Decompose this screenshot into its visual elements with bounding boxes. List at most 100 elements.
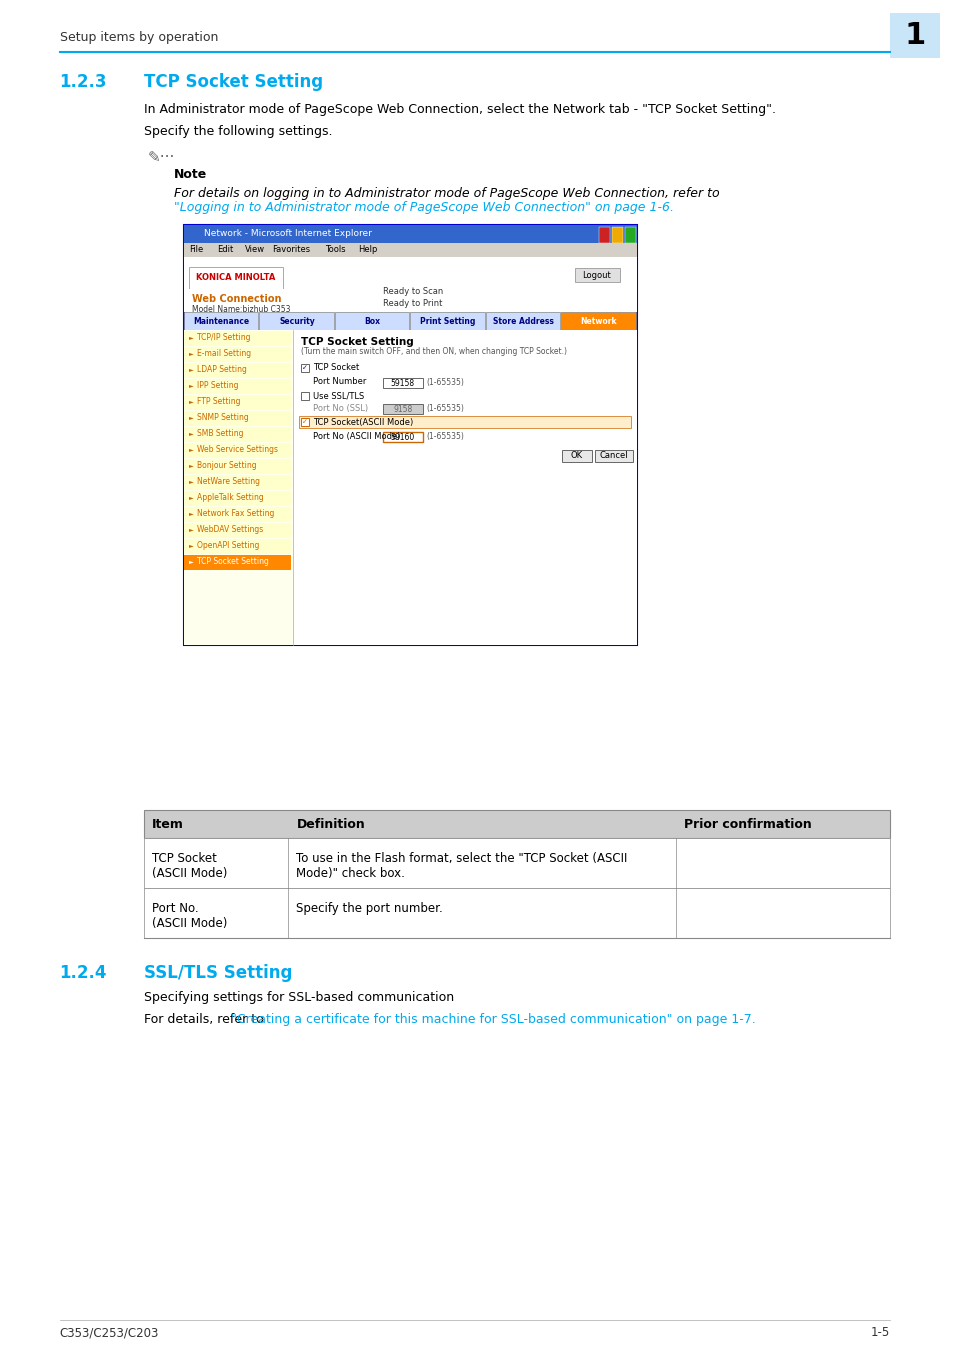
Text: ►: ► <box>189 432 193 436</box>
Text: View: View <box>245 246 265 255</box>
Bar <box>144 888 889 938</box>
Bar <box>144 810 889 838</box>
Text: IPP Setting: IPP Setting <box>196 382 238 390</box>
Bar <box>410 312 484 329</box>
Text: ►: ► <box>189 367 193 373</box>
Text: Model Name:bizhub C353: Model Name:bizhub C353 <box>192 305 290 313</box>
Bar <box>299 416 630 428</box>
Text: (1-65535): (1-65535) <box>426 378 464 387</box>
Bar <box>184 243 636 256</box>
Text: Cancel: Cancel <box>598 451 627 460</box>
Bar <box>184 225 636 243</box>
Text: Bonjour Setting: Bonjour Setting <box>196 462 256 471</box>
Text: Prior confirmation: Prior confirmation <box>683 818 811 830</box>
Text: TCP Socket: TCP Socket <box>313 363 359 373</box>
Bar <box>598 227 609 243</box>
Text: NetWare Setting: NetWare Setting <box>196 478 259 486</box>
Text: ►: ► <box>189 416 193 420</box>
Text: TCP Socket Setting: TCP Socket Setting <box>301 338 414 347</box>
Bar <box>382 378 422 387</box>
Text: Item: Item <box>152 818 184 830</box>
Text: (Turn the main switch OFF, and then ON, when changing TCP Socket.): (Turn the main switch OFF, and then ON, … <box>301 347 567 356</box>
Text: Ready to Scan: Ready to Scan <box>382 288 443 297</box>
Text: WebDAV Settings: WebDAV Settings <box>196 525 263 535</box>
Bar <box>560 312 635 329</box>
Text: "Logging in to Administrator mode of PageScope Web Connection" on page 1-6.: "Logging in to Administrator mode of Pag… <box>173 201 674 215</box>
Bar <box>184 410 292 427</box>
Text: 9158: 9158 <box>393 405 412 413</box>
Text: Web Service Settings: Web Service Settings <box>196 446 277 455</box>
Text: Security: Security <box>279 316 314 325</box>
Text: ►: ► <box>189 463 193 468</box>
Bar <box>144 838 889 888</box>
Text: 1: 1 <box>903 20 924 50</box>
Text: Port No.
(ASCII Mode): Port No. (ASCII Mode) <box>152 902 228 930</box>
Bar <box>184 475 292 490</box>
Text: Logout: Logout <box>582 270 611 279</box>
FancyBboxPatch shape <box>889 14 939 58</box>
Text: TCP Socket(ASCII Mode): TCP Socket(ASCII Mode) <box>313 417 414 427</box>
Text: 1.2.3: 1.2.3 <box>60 73 107 90</box>
Bar <box>595 450 632 462</box>
Text: Print Setting: Print Setting <box>420 316 476 325</box>
Bar <box>611 227 622 243</box>
Text: Setup items by operation: Setup items by operation <box>60 31 218 45</box>
Text: Port Number: Port Number <box>313 378 366 386</box>
Text: ►: ► <box>189 479 193 485</box>
Text: ►: ► <box>189 495 193 501</box>
Text: Maintenance: Maintenance <box>193 316 250 325</box>
Text: For details on logging in to Administrator mode of PageScope Web Connection, ref: For details on logging in to Administrat… <box>173 186 723 200</box>
Bar <box>184 522 292 539</box>
Text: OpenAPI Setting: OpenAPI Setting <box>196 541 259 551</box>
Bar <box>189 289 303 306</box>
Bar <box>184 379 292 394</box>
Bar <box>184 363 292 378</box>
Text: TCP Socket
(ASCII Mode): TCP Socket (ASCII Mode) <box>152 852 228 880</box>
Text: 1.2.4: 1.2.4 <box>60 964 107 981</box>
Text: Definition: Definition <box>296 818 365 830</box>
Bar <box>301 418 309 427</box>
Text: File: File <box>189 246 203 255</box>
Text: Tools: Tools <box>325 246 346 255</box>
Bar <box>301 364 309 373</box>
Text: ✓: ✓ <box>302 364 308 371</box>
Bar <box>184 427 292 441</box>
Text: SSL/TLS Setting: SSL/TLS Setting <box>144 964 293 981</box>
Bar <box>259 312 334 329</box>
Text: Port No (SSL): Port No (SSL) <box>313 404 368 413</box>
Text: KONICA MINOLTA: KONICA MINOLTA <box>196 273 275 282</box>
Text: SNMP Setting: SNMP Setting <box>196 413 249 423</box>
Text: Ready to Print: Ready to Print <box>382 300 442 309</box>
Text: FTP Setting: FTP Setting <box>196 397 240 406</box>
Text: ►: ► <box>189 336 193 340</box>
Bar <box>184 347 292 362</box>
Text: ►: ► <box>189 512 193 517</box>
Bar <box>561 450 591 462</box>
Text: Network: Network <box>580 316 617 325</box>
Text: (1-65535): (1-65535) <box>426 432 464 441</box>
Bar <box>184 459 292 474</box>
Bar <box>184 396 292 410</box>
Text: ►: ► <box>189 351 193 356</box>
Text: Edit: Edit <box>216 246 233 255</box>
Text: E-mail Setting: E-mail Setting <box>196 350 251 359</box>
Text: Box: Box <box>364 316 380 325</box>
Bar <box>485 312 559 329</box>
Text: OK: OK <box>570 451 582 460</box>
Text: To use in the Flash format, select the "TCP Socket (ASCII
Mode)" check box.: To use in the Flash format, select the "… <box>296 852 627 880</box>
Bar <box>184 508 292 522</box>
Text: Use SSL/TLS: Use SSL/TLS <box>313 392 364 401</box>
Text: 1-5: 1-5 <box>870 1327 889 1339</box>
Bar <box>184 329 294 645</box>
Text: Network - Microsoft Internet Explorer: Network - Microsoft Internet Explorer <box>204 230 372 239</box>
Text: For details, refer to: For details, refer to <box>144 1014 268 1026</box>
Text: Help: Help <box>357 246 377 255</box>
Bar <box>294 329 636 645</box>
Text: TCP/IP Setting: TCP/IP Setting <box>196 333 251 343</box>
Bar <box>184 555 292 570</box>
Bar <box>184 331 292 346</box>
Bar <box>382 404 422 414</box>
Text: ►: ► <box>189 528 193 532</box>
Text: ►: ► <box>189 559 193 564</box>
Text: SMB Setting: SMB Setting <box>196 429 243 439</box>
